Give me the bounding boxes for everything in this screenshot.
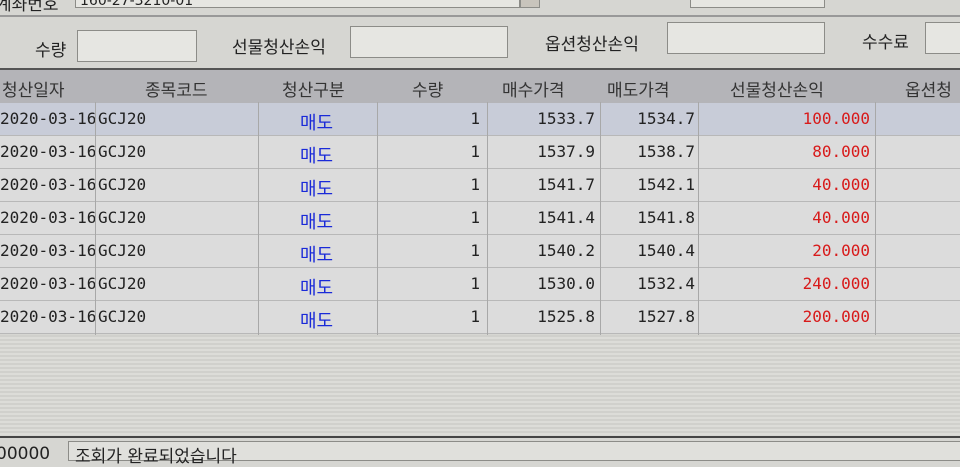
date-cell: 2020-03-16 [0, 142, 97, 161]
buy-price-cell: 1540.2 [537, 241, 595, 260]
col-header[interactable]: 옵션청 [905, 81, 952, 101]
date-cell: 2020-03-16 [0, 208, 97, 227]
sell-price-cell: 1532.4 [637, 274, 695, 293]
date-cell: 2020-03-16 [0, 109, 97, 128]
status-message: 조회가 완료되었습니다 [75, 447, 237, 467]
col-header[interactable]: 수량 [412, 81, 444, 101]
futures-pnl-cell: 200.000 [802, 307, 870, 326]
col-header[interactable]: 청산구분 [282, 81, 345, 101]
code-cell: GCJ20 [98, 142, 147, 161]
qty-cell: 1 [470, 175, 480, 194]
futures-pnl-cell: 100.000 [802, 109, 870, 128]
status-code: 00000 [0, 444, 51, 464]
futures-pnl-cell: 40.000 [812, 208, 870, 227]
table-row[interactable]: 2020-03-16 GCJ20 매도 1 1533.7 1534.7 100.000 [0, 103, 960, 136]
sell-price-cell: 1542.1 [637, 175, 695, 194]
buy-price-cell: 1541.7 [537, 175, 595, 194]
qty-cell: 1 [470, 241, 480, 260]
buy-price-cell: 1537.9 [537, 142, 595, 161]
qty-cell: 1 [470, 142, 480, 161]
account-value: 160-27-3210-01 [80, 0, 194, 9]
account-dropdown-button[interactable] [520, 0, 540, 8]
qty-cell: 1 [470, 274, 480, 293]
account-label: 계좌번호 [0, 0, 59, 15]
buy-price-cell: 1530.0 [537, 274, 595, 293]
divider [0, 15, 960, 17]
table-header: 청산일자 종목코드 청산구분 수량 매수가격 매도가격 선물청산손익 옵션청 [0, 68, 960, 104]
futures-pnl-cell: 20.000 [812, 241, 870, 260]
type-cell: 매도 [300, 245, 334, 266]
code-cell: GCJ20 [98, 307, 147, 326]
type-cell: 매도 [300, 146, 334, 167]
futures-pnl-cell: 40.000 [812, 175, 870, 194]
col-header[interactable]: 매수가격 [502, 81, 565, 101]
qty-input[interactable] [77, 30, 197, 62]
table-row[interactable]: 2020-03-16 GCJ20 매도 1 1541.4 1541.8 40.000 [0, 202, 960, 235]
futures-pnl-label: 선물청산손익 [232, 38, 326, 58]
col-header[interactable]: 청산일자 [2, 81, 65, 101]
sell-price-cell: 1540.4 [637, 241, 695, 260]
table-row[interactable]: 2020-03-16 GCJ20 매도 1 1537.9 1538.7 80.000 [0, 136, 960, 169]
type-cell: 매도 [300, 311, 334, 332]
buy-price-cell: 1541.4 [537, 208, 595, 227]
table-row[interactable]: 2020-03-16 GCJ20 매도 1 1525.8 1527.8 200.000 [0, 301, 960, 334]
sell-price-cell: 1541.8 [637, 208, 695, 227]
sell-price-cell: 1538.7 [637, 142, 695, 161]
code-cell: GCJ20 [98, 274, 147, 293]
buy-price-cell: 1525.8 [537, 307, 595, 326]
account-select[interactable]: 160-27-3210-01 [75, 0, 520, 9]
type-cell: 매도 [300, 113, 334, 134]
col-header[interactable]: 매도가격 [607, 81, 670, 101]
qty-cell: 1 [470, 307, 480, 326]
qty-cell: 1 [470, 208, 480, 227]
date-cell: 2020-03-16 [0, 241, 97, 260]
date-cell: 2020-03-16 [0, 307, 97, 326]
table-empty-area [0, 335, 960, 435]
code-cell: GCJ20 [98, 241, 147, 260]
qty-cell: 1 [470, 109, 480, 128]
type-cell: 매도 [300, 212, 334, 233]
futures-pnl-input[interactable] [350, 26, 508, 58]
buy-price-cell: 1533.7 [537, 109, 595, 128]
sell-price-cell: 1534.7 [637, 109, 695, 128]
col-header[interactable]: 선물청산손익 [730, 81, 824, 101]
options-pnl-label: 옵션청산손익 [545, 35, 639, 55]
type-cell: 매도 [300, 179, 334, 200]
qty-label: 수량 [35, 41, 67, 61]
date-cell: 2020-03-16 [0, 274, 97, 293]
status-bar: 조회가 완료되었습니다 [68, 441, 960, 467]
divider [0, 436, 960, 438]
futures-pnl-cell: 240.000 [802, 274, 870, 293]
table-row[interactable]: 2020-03-16 GCJ20 매도 1 1541.7 1542.1 40.000 [0, 169, 960, 202]
code-cell: GCJ20 [98, 109, 147, 128]
code-cell: GCJ20 [98, 208, 147, 227]
date-cell: 2020-03-16 [0, 175, 97, 194]
options-pnl-input[interactable] [667, 22, 825, 54]
fee-label: 수수료 [862, 33, 909, 53]
table-row[interactable]: 2020-03-16 GCJ20 매도 1 1530.0 1532.4 240.000 [0, 268, 960, 301]
table-row[interactable]: 2020-03-16 GCJ20 매도 1 1540.2 1540.4 20.000 [0, 235, 960, 268]
futures-pnl-cell: 80.000 [812, 142, 870, 161]
type-cell: 매도 [300, 278, 334, 299]
code-cell: GCJ20 [98, 175, 147, 194]
col-header[interactable]: 종목코드 [145, 81, 208, 101]
top-field[interactable] [690, 0, 825, 8]
sell-price-cell: 1527.8 [637, 307, 695, 326]
fee-input[interactable] [925, 22, 960, 54]
